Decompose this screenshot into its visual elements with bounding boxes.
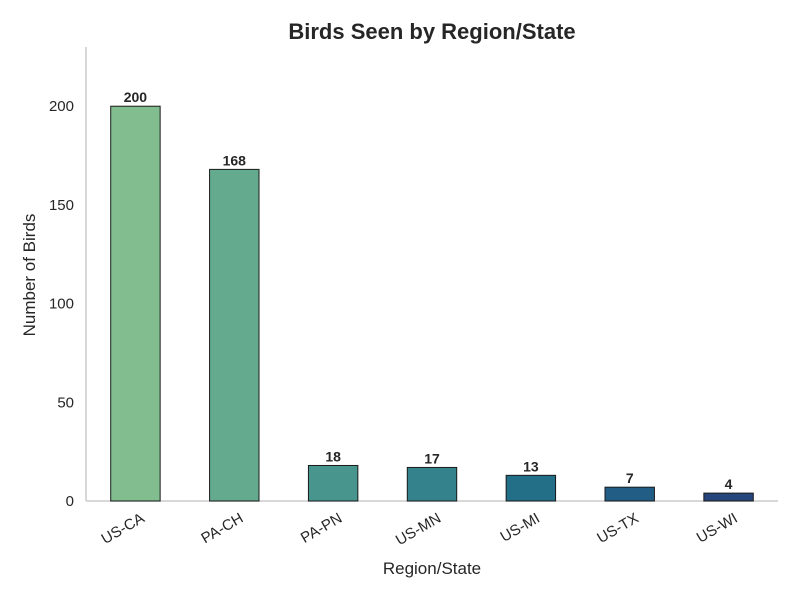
x-tick-label: US-WI	[694, 510, 741, 547]
x-tick-label: PA-CH	[198, 510, 246, 548]
data-label: 7	[626, 470, 634, 486]
bar-us-tx	[604, 486, 655, 502]
y-tick-label: 150	[49, 197, 74, 214]
chart-title: Birds Seen by Region/State	[288, 19, 575, 44]
plot-area: 0 50 100 150 200 200 US-CA 168 PA-CH 18 PA-PN 17 US-…	[49, 47, 778, 549]
y-tick-label: 200	[49, 98, 74, 115]
data-label: 17	[424, 450, 440, 466]
data-label: 13	[523, 458, 539, 474]
bar-us-wi	[703, 492, 754, 502]
bar-pa-pn	[307, 464, 359, 502]
y-tick-label: 50	[57, 394, 74, 411]
data-label: 168	[223, 152, 247, 168]
bar-us-mi	[505, 474, 557, 502]
bar-us-ca	[110, 105, 161, 502]
x-tick-label: US-MN	[393, 510, 444, 549]
x-tick-label: PA-PN	[298, 510, 345, 547]
data-label: 18	[325, 448, 341, 464]
x-tick-label: US-MI	[498, 510, 543, 546]
y-tick-label: 0	[66, 493, 74, 510]
x-axis-label: Region/State	[383, 559, 481, 578]
x-tick-label: US-TX	[594, 510, 641, 547]
x-tick-label: US-CA	[99, 510, 148, 548]
data-label: 200	[124, 89, 148, 105]
bar-us-mn	[406, 466, 458, 502]
y-tick-label: 100	[49, 296, 74, 313]
y-axis-label: Number of Birds	[20, 214, 39, 337]
bar-pa-ch	[209, 168, 260, 502]
data-label: 4	[725, 476, 733, 492]
